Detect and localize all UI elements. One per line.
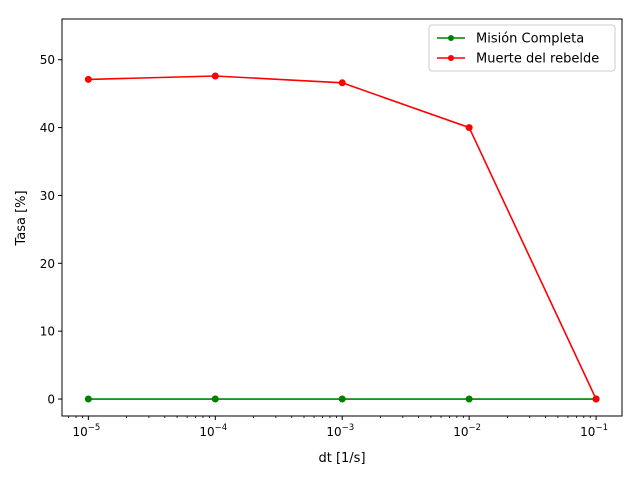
- legend-box: [428, 24, 616, 72]
- legend-label: Misión Completa: [476, 32, 584, 47]
- data-point: [338, 395, 346, 403]
- data-point: [84, 395, 92, 403]
- legend: Misión Completa Muerte del rebelde: [428, 24, 616, 72]
- data-point: [84, 75, 92, 83]
- data-point: [592, 395, 600, 403]
- data-point: [211, 395, 219, 403]
- y-axis-label: Tasa [%]: [14, 190, 29, 246]
- x-tick-label: 10−4: [199, 423, 227, 439]
- legend-label: Muerte del rebelde: [476, 52, 599, 67]
- x-tick-label: 10−3: [326, 423, 354, 439]
- data-point: [465, 395, 473, 403]
- y-tick-label: 50: [40, 53, 55, 67]
- data-point: [465, 124, 473, 132]
- x-axis-label: dt [1/s]: [318, 451, 365, 466]
- data-point: [338, 79, 346, 87]
- axis-ticks: 0 10 20 30 40 50 10−5 10−4 10−3 10−2 10−1: [40, 53, 608, 439]
- y-tick-label: 0: [47, 393, 55, 407]
- y-tick-label: 20: [40, 257, 55, 271]
- y-tick-label: 10: [40, 325, 55, 339]
- chart-marks: [84, 72, 600, 403]
- data-point: [211, 72, 219, 80]
- legend-marker: [448, 35, 454, 41]
- x-tick-label: 10−1: [580, 423, 608, 439]
- y-tick-label: 40: [40, 121, 55, 135]
- legend-marker: [448, 55, 454, 61]
- x-tick-label: 10−2: [453, 423, 481, 439]
- y-tick-label: 30: [40, 189, 55, 203]
- x-tick-label: 10−5: [72, 423, 100, 439]
